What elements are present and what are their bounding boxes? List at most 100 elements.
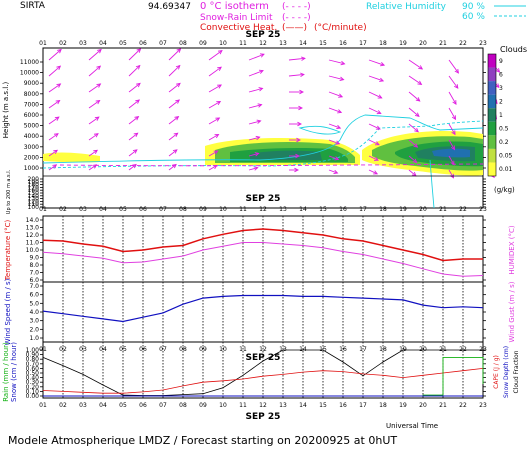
temp-hour-04: 04 (99, 206, 107, 213)
wind-arrow (288, 56, 306, 61)
wind-arrow (288, 72, 305, 77)
precip-hour-bottom-08: 08 (179, 402, 187, 409)
profile-ylabel: Height (m a.s.l.) (2, 82, 10, 139)
wind-arrow (248, 119, 262, 125)
rh-contour-90 (42, 114, 484, 164)
cape-ylabel: CAPE (J / g) (493, 355, 500, 389)
precip-tick-4: 0.60 (26, 365, 40, 372)
xaxis-label: Universal Time (386, 422, 438, 430)
wind-arrow (168, 132, 179, 141)
height-tick-4: 7000 (24, 101, 39, 108)
low-height-tick-6: 140 (28, 193, 40, 200)
wind-arrow (448, 75, 459, 89)
temperature-ylabel: Temperature (°C) (4, 220, 12, 282)
cloud-core-main (250, 150, 322, 160)
wind-arrow (48, 116, 60, 125)
wind-tick-0: 7.0 (29, 283, 39, 290)
precip-tick-6: 0.40 (26, 375, 40, 382)
precip-hour-bottom-19: 19 (399, 402, 407, 409)
wind-arrow (48, 149, 59, 157)
temperature-y-ticks: 14.013.012.011.010.09.08.07.06.0 (26, 217, 486, 284)
low-height-tick-1: 190 (28, 179, 40, 186)
wind-arrow (88, 48, 102, 61)
legend-left: 0 °C isotherm (- - - -) Snow-Rain Limit … (200, 1, 367, 33)
temp-hour-10: 10 (219, 206, 227, 213)
wind-arrow (328, 155, 340, 161)
cloud-core-right-blue (432, 148, 470, 158)
wind-tick-6: 1.0 (29, 335, 39, 342)
temp-hour-11: 11 (239, 206, 247, 213)
precip-hour-bottom-04: 04 (99, 402, 107, 409)
profile-hour-13: 13 (279, 40, 287, 47)
wind-arrow (328, 123, 342, 130)
snow-depth-ylabel: Snow Depth (cm) (503, 346, 510, 398)
humidex-ylabel: HUMIDEX (°C) (508, 225, 516, 274)
footer-model-text: Modele Atmospherique LMDZ / Forecast sta… (8, 434, 397, 447)
wind-arrow (48, 48, 62, 61)
legend-snow-rain: Snow-Rain Limit (200, 13, 273, 23)
height-tick-1: 10000 (20, 70, 39, 77)
colorbar-swatch-8 (488, 162, 496, 176)
wind-arrow (128, 163, 137, 171)
rh-contour-60 (42, 120, 484, 169)
temp-hour-09: 09 (199, 206, 207, 213)
colorbar-swatch-4 (488, 108, 496, 122)
colorbar-level-7: 0.05 (499, 153, 513, 160)
colorbar-unit: (g/kg) (494, 186, 515, 194)
precip-tick-3: 0.70 (26, 361, 40, 368)
precip-hour-bottom-05: 05 (119, 402, 127, 409)
low-height-tick-7: 130 (28, 196, 40, 203)
profile-hour-18: 18 (379, 40, 387, 47)
low-height-tick-2: 180 (28, 182, 40, 189)
colorbar-swatch-1 (488, 67, 496, 82)
wind-arrow (408, 169, 417, 177)
precip-hour-bottom-03: 03 (79, 402, 87, 409)
legend-rh-label: Relative Humidity (366, 2, 447, 12)
legend-rh-60: 60 % (462, 12, 485, 22)
precip-hour-bottom-10: 10 (219, 402, 227, 409)
profile-hour-09: 09 (199, 40, 207, 47)
wind-arrow (368, 91, 383, 99)
profile-hour-02: 02 (59, 40, 67, 47)
wind-arrow (208, 117, 221, 125)
wind-arrow (208, 101, 222, 109)
profile-hour-23: 23 (479, 40, 487, 47)
precip-hour-bottom-07: 07 (159, 402, 167, 409)
temp-hour-02: 02 (59, 206, 67, 213)
wind-arrow (168, 149, 178, 157)
wind-arrow (328, 107, 343, 114)
wind-hour-lines (62, 282, 464, 342)
precip-tick-1: 0.90 (26, 352, 40, 359)
temp-hour-01: 01 (39, 206, 47, 213)
precip-hour-bottom-02: 02 (59, 402, 67, 409)
snow-ylabel: Snow (cm / hour) (10, 342, 18, 402)
profile-title: SEP 25 (246, 30, 281, 40)
height-tick-6: 5000 (24, 123, 39, 130)
wind-speed-line (42, 294, 484, 323)
temp-tick-3: 11.0 (26, 240, 40, 247)
isotherm-line (59, 163, 484, 167)
wind-arrow (48, 65, 62, 77)
wind-arrow (128, 132, 139, 141)
profile-hour-11: 11 (239, 40, 247, 47)
precip-hour-bottom-21: 21 (439, 402, 447, 409)
precip-hour-bottom-09: 09 (199, 402, 207, 409)
temp-tick-1: 13.0 (26, 225, 40, 232)
legend-rh-90: 90 % (462, 2, 485, 12)
temp-hour-15: 15 (319, 206, 327, 213)
wind-arrow (168, 163, 177, 171)
wind-arrow (248, 87, 264, 93)
wind-arrow (168, 64, 181, 77)
precip-hour-bottom-11: 11 (239, 402, 247, 409)
wind-arrow (128, 48, 142, 61)
profile-hour-22: 22 (459, 40, 467, 47)
wind-arrow (289, 121, 302, 127)
wind-arrow (368, 59, 386, 67)
wind-arrow (88, 133, 99, 141)
wind-arrow (88, 116, 100, 125)
wind-tick-5: 2.0 (29, 326, 39, 333)
wind-arrow (289, 105, 303, 111)
wind-arrow (368, 169, 379, 175)
temp-tick-6: 8.0 (29, 262, 39, 269)
profile-hour-10: 10 (219, 40, 227, 47)
